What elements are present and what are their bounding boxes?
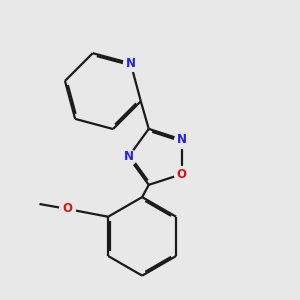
Text: N: N [123,150,134,164]
Text: N: N [177,133,187,146]
Text: O: O [62,202,72,215]
Text: O: O [177,168,187,181]
Text: N: N [126,57,136,70]
